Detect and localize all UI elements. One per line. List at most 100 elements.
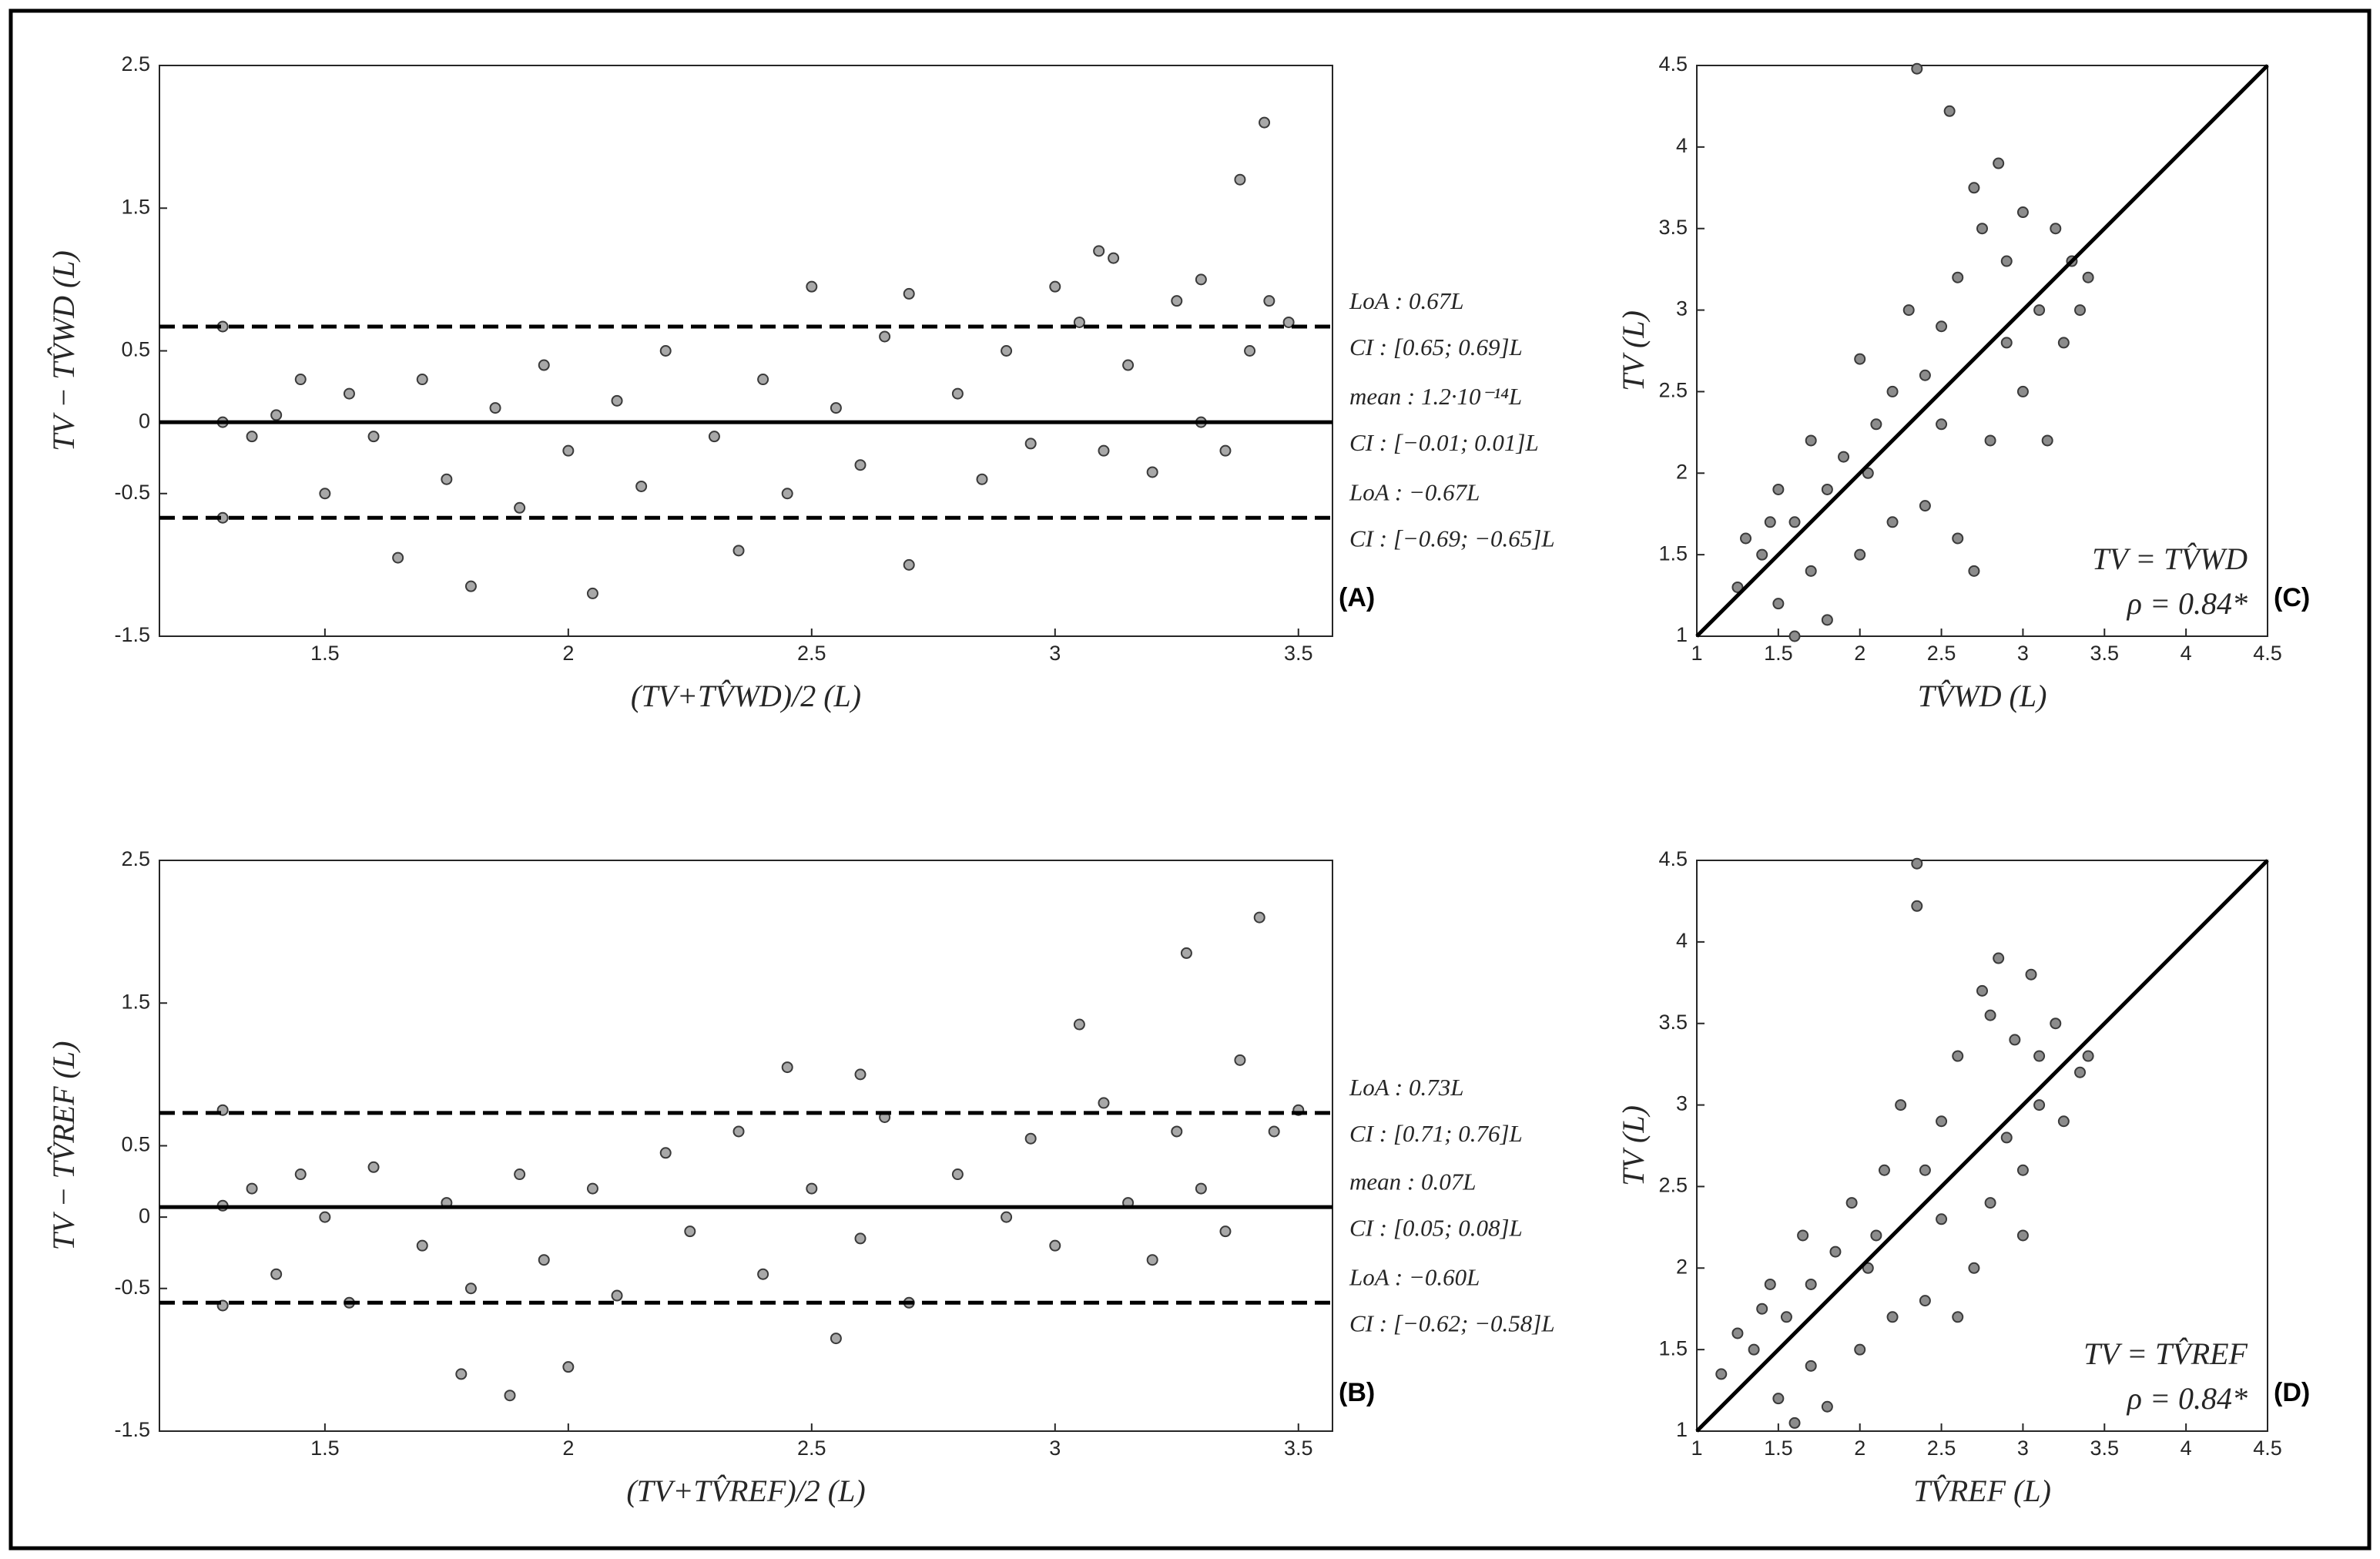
scatter-point <box>562 1361 575 1373</box>
scatter-point <box>562 444 575 457</box>
scatter-point <box>504 1390 516 1402</box>
scatter-point <box>2016 1164 2029 1176</box>
scatter-point <box>1772 483 1785 495</box>
scatter-point <box>1756 1303 1768 1315</box>
y-tick-label: 1 <box>1676 623 1688 646</box>
identity-line <box>1695 64 2269 638</box>
scatter-point <box>635 480 648 492</box>
scatter-point <box>2082 1050 2094 1062</box>
scatter-point <box>2050 223 2062 235</box>
x-tick-label: 1 <box>1691 642 1702 665</box>
scatter-point <box>1268 1125 1280 1138</box>
scatter-point <box>1870 418 1882 431</box>
x-tick-label: 4.5 <box>2253 642 2282 665</box>
scatter-point <box>1171 1125 1183 1138</box>
scatter-point <box>586 587 598 599</box>
scatter-point <box>464 580 477 592</box>
scatter-point <box>708 431 720 443</box>
scatter-point <box>1788 630 1801 642</box>
correlation-label: ρ = 0.84* <box>2126 1381 2248 1416</box>
scatter-point <box>1195 1182 1207 1195</box>
reference-ci: CI : [0.05; 0.08]L <box>1349 1214 1523 1241</box>
scatter-point <box>2050 1018 2062 1030</box>
reference-label: LoA : −0.60L <box>1349 1263 1480 1290</box>
reference-ci: CI : [−0.62; −0.58]L <box>1349 1309 1555 1336</box>
correlation-label: ρ = 0.84* <box>2126 586 2248 621</box>
x-tick-label: 2 <box>1854 642 1865 665</box>
scatter-point <box>1936 1213 1948 1225</box>
y-tick-label: 3 <box>1676 297 1688 320</box>
x-tick-label: 3.5 <box>1284 1437 1313 1460</box>
reference-ci: CI : [0.65; 0.69]L <box>1349 334 1523 360</box>
scatter-point <box>951 1168 964 1181</box>
points <box>216 116 1295 599</box>
scatter-point <box>2016 206 2029 219</box>
scatter-point <box>659 345 672 357</box>
scatter-point <box>416 374 428 386</box>
scatter-point <box>1968 565 1980 577</box>
scatter-point <box>1764 516 1776 528</box>
scatter-point <box>455 1368 468 1380</box>
scatter-point <box>732 545 745 557</box>
scatter-point <box>319 488 331 500</box>
scatter-point <box>1195 273 1207 286</box>
y-tick-label: -0.5 <box>114 481 150 504</box>
scatter-point <box>416 1239 428 1252</box>
y-tick-label: 3.5 <box>1658 216 1688 239</box>
x-tick-label: 1.5 <box>1764 642 1793 665</box>
reference-ci: CI : [0.71; 0.76]L <box>1349 1120 1523 1147</box>
scatter-point <box>757 1268 769 1280</box>
scatter-point <box>538 1254 550 1266</box>
scatter-point <box>1886 385 1899 397</box>
scatter-point <box>1049 280 1061 293</box>
scatter-point <box>1756 548 1768 561</box>
scatter-point <box>1219 444 1232 457</box>
scatter-point <box>586 1182 598 1195</box>
scatter-point <box>1952 1311 1964 1323</box>
scatter-point <box>976 473 988 485</box>
scatter-point <box>854 1232 867 1245</box>
scatter-point <box>1748 1343 1760 1356</box>
x-tick-label: 2.5 <box>1927 1437 1956 1460</box>
scatter-point <box>1715 1368 1728 1380</box>
scatter-point <box>1854 353 1866 365</box>
scatter-point <box>1731 581 1744 593</box>
reference-label: mean : 1.2·10⁻¹⁴L <box>1349 383 1522 410</box>
y-tick-label: -1.5 <box>114 1418 150 1441</box>
scatter-point <box>757 374 769 386</box>
scatter-point <box>1911 900 1923 912</box>
y-tick-label: 3 <box>1676 1092 1688 1115</box>
scatter-point <box>1731 1327 1744 1339</box>
scatter-point <box>1171 295 1183 307</box>
scatter-point <box>441 473 453 485</box>
x-tick-label: 3.5 <box>2090 642 2120 665</box>
scatter-point <box>1984 1197 1996 1209</box>
scatter-point <box>319 1211 331 1223</box>
scatter-point <box>1146 1254 1158 1266</box>
scatter-point <box>1870 1229 1882 1242</box>
scatter-point <box>781 1061 793 1074</box>
scatter-point <box>854 1068 867 1081</box>
scatter-point <box>2057 1115 2070 1128</box>
scatter-point <box>1952 532 1964 545</box>
scatter-point <box>1244 345 1256 357</box>
x-tick-label: 2.5 <box>797 642 826 665</box>
y-tick-label: 4.5 <box>1658 847 1688 870</box>
points <box>216 911 1305 1402</box>
scatter-point <box>1282 316 1295 328</box>
y-tick-label: 3.5 <box>1658 1011 1688 1034</box>
x-tick-label: 1 <box>1691 1437 1702 1460</box>
scatter-point <box>1024 438 1037 450</box>
scatter-point <box>2057 337 2070 349</box>
scatter-point <box>1829 1246 1842 1258</box>
scatter-point <box>830 402 842 414</box>
scatter-point <box>514 1168 526 1181</box>
scatter-point <box>1919 1164 1931 1176</box>
scatter-point <box>1976 223 1988 235</box>
x-tick-label: 4 <box>2181 642 2192 665</box>
scatter-point <box>1259 116 1271 129</box>
scatter-point <box>392 552 404 564</box>
y-tick-label: 2.5 <box>1658 1174 1688 1197</box>
scatter-point <box>1845 1197 1858 1209</box>
